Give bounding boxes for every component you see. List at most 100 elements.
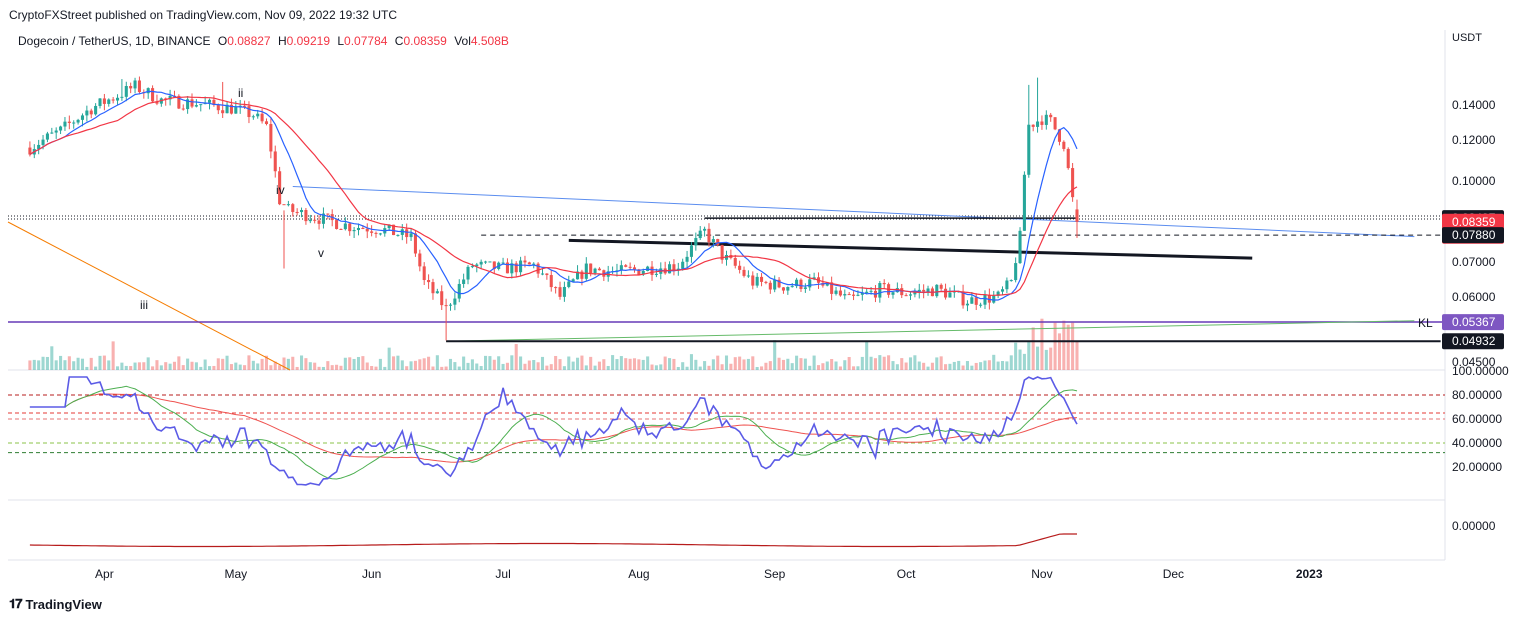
volume-bar [1062, 320, 1066, 370]
candle-body [720, 244, 724, 260]
candle-body [137, 80, 141, 93]
candle-body [313, 219, 317, 221]
candle-body [321, 213, 325, 224]
volume-bar [834, 361, 838, 370]
volume-bar [711, 359, 715, 370]
volume-bar [987, 360, 991, 370]
candle-body [935, 284, 939, 297]
volume-bar [536, 362, 540, 370]
tradingview-footer[interactable]: 𝟏𝟕 TradingView [9, 596, 102, 612]
candle-body [370, 231, 374, 233]
volume-bar [803, 358, 807, 370]
volume-bar [269, 365, 273, 370]
volume-bar [330, 365, 334, 370]
candle-body [1031, 124, 1035, 127]
volume-bar [409, 361, 413, 370]
rsi-slow-average [29, 393, 1078, 463]
wave-label-iv: iv [276, 183, 285, 197]
price-tick: 0.12000 [1452, 133, 1496, 147]
bottom-indicator-line [29, 533, 1077, 548]
volume-bar [155, 360, 159, 370]
candle-body [212, 99, 216, 105]
candle-body [615, 270, 619, 272]
volume-bar [50, 346, 54, 370]
candle-body [181, 108, 185, 110]
candle-body [365, 228, 369, 232]
volume-bar [444, 366, 448, 370]
candle-body [102, 98, 106, 104]
volume-bar [326, 361, 330, 370]
volume-bar [1036, 346, 1040, 370]
volume-bar [606, 365, 610, 370]
wave-label-v: v [318, 246, 324, 260]
volume-bar [1005, 361, 1009, 370]
candle-body [1022, 174, 1026, 231]
volume-bar [944, 364, 948, 370]
volume-bar [304, 358, 308, 370]
volume-bar [361, 356, 365, 370]
candle-body [453, 298, 457, 305]
volume-bar [685, 366, 689, 370]
candle-body [63, 121, 67, 127]
volume-bar [247, 355, 251, 370]
volume-bar [374, 366, 378, 370]
candle-body [59, 126, 63, 131]
volume-bar [891, 361, 895, 370]
candle-body [790, 286, 794, 288]
volume-bar [256, 363, 260, 370]
volume-bar [948, 363, 952, 370]
candle-body [1075, 209, 1079, 222]
candle-body [786, 286, 790, 291]
candle-body [41, 139, 45, 145]
candle-body [361, 227, 365, 229]
rsi-moving-average [29, 385, 1078, 480]
volume-bar [475, 363, 479, 370]
candle-body [545, 273, 549, 276]
volume-bar [597, 361, 601, 370]
volume-bar [812, 355, 816, 370]
low-value: 0.07784 [344, 34, 388, 48]
volume-bar [865, 340, 869, 370]
time-tick: Aug [628, 567, 649, 581]
candle-body [98, 98, 102, 106]
volume-bar [1049, 347, 1053, 370]
volume-bar [554, 355, 558, 370]
time-tick: May [224, 567, 247, 581]
candle-body [1000, 289, 1005, 292]
candle-body [764, 281, 768, 283]
volume-bar [895, 364, 899, 370]
candle-body [300, 210, 304, 213]
candle-body [120, 96, 124, 98]
candle-body [838, 290, 842, 296]
candle-body [286, 204, 290, 206]
volume-bar [212, 365, 216, 370]
volume-bars [28, 318, 1079, 370]
volume-bar [720, 364, 724, 370]
candle-body [435, 291, 439, 294]
time-tick: Jun [362, 567, 381, 581]
volume-bar [146, 357, 150, 370]
candle-body [392, 224, 396, 236]
candle-body [834, 290, 838, 294]
candle-body [589, 263, 593, 274]
volume-bar [624, 358, 628, 370]
candle-body [703, 228, 707, 231]
volume-bar [571, 361, 575, 370]
volume-bar [221, 358, 225, 370]
candle-body [1040, 121, 1044, 125]
volume-bar [120, 362, 124, 370]
candle-body [808, 279, 812, 288]
candle-body [900, 288, 904, 296]
bottom-indicator-tick: 0.00000 [1452, 519, 1496, 533]
volume-bar [878, 355, 882, 370]
volume-bar [225, 355, 229, 370]
candle-body [983, 294, 987, 305]
volume-bar [352, 358, 356, 370]
candle-body [825, 282, 829, 286]
volume-bar [76, 357, 80, 370]
candle-body [803, 287, 807, 289]
candle-body [501, 262, 505, 264]
volume-bar [400, 360, 404, 370]
candle-body [1049, 114, 1053, 118]
